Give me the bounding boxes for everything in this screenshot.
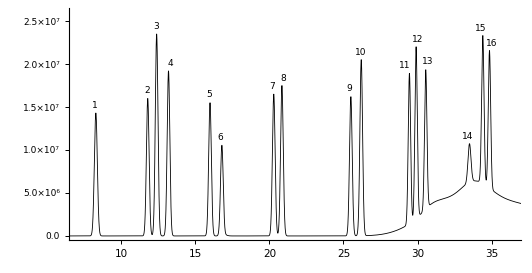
Text: 3: 3 (153, 22, 159, 31)
Text: 12: 12 (412, 35, 423, 44)
Text: 16: 16 (486, 39, 497, 48)
Text: 11: 11 (398, 61, 410, 70)
Text: 4: 4 (167, 59, 173, 68)
Text: 1: 1 (92, 101, 98, 109)
Text: 6: 6 (218, 133, 223, 142)
Text: 8: 8 (280, 74, 286, 83)
Text: 7: 7 (269, 82, 275, 91)
Text: 9: 9 (346, 84, 352, 93)
Text: 15: 15 (475, 24, 486, 33)
Text: 14: 14 (462, 132, 473, 141)
Text: 2: 2 (144, 86, 150, 95)
Text: 5: 5 (206, 90, 212, 99)
Text: 10: 10 (355, 48, 366, 57)
Text: 13: 13 (421, 57, 433, 66)
